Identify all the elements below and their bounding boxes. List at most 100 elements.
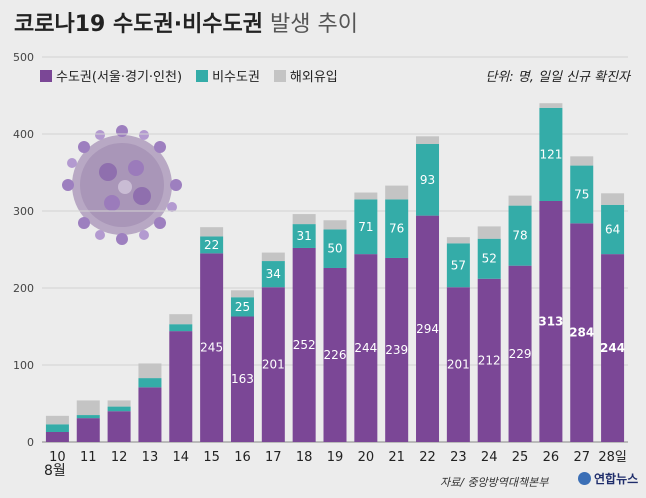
data-label: 64 bbox=[605, 222, 620, 236]
x-tick-label: 11 bbox=[80, 450, 97, 465]
data-label: 229 bbox=[509, 347, 532, 361]
bar-segment-non-capital bbox=[477, 238, 501, 279]
data-label: 245 bbox=[200, 341, 223, 355]
y-tick-label: 100 bbox=[13, 359, 34, 372]
data-label: 163 bbox=[231, 372, 254, 386]
bar-segment-non-capital bbox=[354, 199, 378, 255]
bar-segment-capital bbox=[230, 316, 254, 442]
data-label: 76 bbox=[389, 222, 404, 236]
legend-item-non-capital: 비수도권 bbox=[196, 66, 260, 85]
bar-segment-overseas bbox=[601, 193, 625, 205]
bar-segment-non-capital bbox=[385, 199, 409, 258]
x-tick-label: 12 bbox=[111, 450, 128, 465]
x-tick-label: 22 bbox=[419, 450, 436, 465]
bar-segment-overseas bbox=[45, 415, 69, 425]
bar-segment-non-capital bbox=[601, 204, 625, 255]
bar-segment-capital bbox=[169, 331, 193, 442]
legend-swatch-overseas bbox=[273, 69, 286, 82]
data-label: 226 bbox=[324, 348, 347, 362]
bar-segment-non-capital bbox=[539, 107, 563, 201]
data-label: 284 bbox=[569, 326, 594, 340]
x-tick-label: 18 bbox=[296, 450, 313, 465]
logo: 연합뉴스 bbox=[578, 470, 638, 487]
y-tick-label: 300 bbox=[13, 205, 34, 218]
bar-segment-non-capital bbox=[45, 424, 69, 432]
bar-segment-overseas bbox=[416, 136, 440, 145]
x-tick-label: 27 bbox=[573, 450, 590, 465]
y-tick-label: 400 bbox=[13, 128, 34, 141]
x-tick-label: 26 bbox=[543, 450, 560, 465]
data-label: 121 bbox=[539, 147, 562, 161]
legend-item-capital: 수도권(서울·경기·인천) bbox=[40, 66, 182, 85]
data-label: 25 bbox=[235, 300, 250, 314]
data-label: 78 bbox=[512, 229, 527, 243]
bar-segment-capital bbox=[261, 287, 285, 442]
bar-layer bbox=[45, 103, 625, 442]
bar-segment-capital bbox=[508, 265, 532, 442]
bar-segment-non-capital bbox=[570, 165, 594, 224]
x-tick-label: 13 bbox=[142, 450, 159, 465]
x-tick-label: 20 bbox=[358, 450, 375, 465]
data-label: 201 bbox=[262, 358, 285, 372]
bar-segment-overseas bbox=[107, 400, 131, 407]
x-tick-label: 15 bbox=[203, 450, 220, 465]
legend-swatch-non-capital bbox=[196, 69, 209, 82]
title-main: 코로나19 수도권·비수도권 bbox=[14, 12, 264, 37]
y-tick-label: 0 bbox=[27, 436, 34, 449]
data-label: 52 bbox=[482, 252, 497, 266]
data-label: 212 bbox=[478, 353, 501, 367]
legend: 수도권(서울·경기·인천) 비수도권 해외유입 bbox=[40, 66, 338, 85]
bar-segment-capital bbox=[601, 254, 625, 442]
data-label: 93 bbox=[420, 173, 435, 187]
bar-segment-overseas bbox=[323, 220, 347, 230]
data-label: 31 bbox=[297, 229, 312, 243]
bar-segment-overseas bbox=[138, 363, 162, 379]
legend-label-non-capital: 비수도권 bbox=[212, 70, 260, 85]
data-label: 244 bbox=[600, 341, 625, 355]
bar-segment-capital bbox=[446, 287, 470, 442]
legend-item-overseas: 해외유입 bbox=[273, 66, 338, 85]
data-label: 71 bbox=[358, 220, 373, 234]
bar-segment-non-capital bbox=[107, 406, 131, 412]
data-label: 252 bbox=[293, 338, 316, 352]
bar-segment-capital bbox=[76, 418, 100, 442]
bar-segment-overseas bbox=[76, 400, 100, 416]
x-tick-label: 28일 bbox=[598, 450, 627, 465]
bar-segment-overseas bbox=[200, 227, 224, 237]
bar-segment-overseas bbox=[539, 103, 563, 108]
bar-segment-overseas bbox=[354, 192, 378, 200]
data-label: 22 bbox=[204, 238, 219, 252]
axis-layer: 0 100 200 300 400 500 10 11 12 13 14 15 16 17 18 19 20 21… bbox=[13, 51, 627, 465]
bar-segment-capital bbox=[200, 253, 224, 442]
y-tick-label: 500 bbox=[13, 51, 34, 64]
data-label: 57 bbox=[451, 258, 466, 272]
x-tick-label: 10 bbox=[49, 450, 66, 465]
month-label: 8월 bbox=[44, 463, 66, 479]
data-label: 50 bbox=[327, 242, 342, 256]
bar-segment-capital bbox=[416, 215, 440, 442]
unit-note: 단위: 명, 일일 신규 확진자 bbox=[485, 70, 630, 85]
data-label: 313 bbox=[538, 314, 563, 328]
bar-segment-non-capital bbox=[323, 229, 347, 268]
data-label: 244 bbox=[354, 341, 377, 355]
bar-segment-capital bbox=[107, 411, 131, 442]
x-tick-label: 21 bbox=[388, 450, 405, 465]
x-tick-label: 14 bbox=[173, 450, 190, 465]
bar-segment-capital bbox=[138, 387, 162, 442]
legend-label-overseas: 해외유입 bbox=[289, 70, 338, 85]
bar-segment-capital bbox=[323, 267, 347, 442]
x-tick-label: 23 bbox=[450, 450, 467, 465]
bar-segment-overseas bbox=[508, 195, 532, 206]
bar-segment-overseas bbox=[261, 252, 285, 262]
bar-segment-capital bbox=[354, 254, 378, 442]
data-label: 239 bbox=[385, 343, 408, 357]
bar-segment-capital bbox=[477, 278, 501, 442]
source-note: 자료/ 중앙방역대책본부 bbox=[440, 476, 549, 489]
y-tick-label: 200 bbox=[13, 282, 34, 295]
x-tick-label: 16 bbox=[234, 450, 251, 465]
bar-segment-overseas bbox=[446, 237, 470, 244]
data-label: 75 bbox=[574, 187, 589, 201]
bar-segment-overseas bbox=[477, 226, 501, 239]
logo-mark-icon bbox=[578, 472, 591, 485]
